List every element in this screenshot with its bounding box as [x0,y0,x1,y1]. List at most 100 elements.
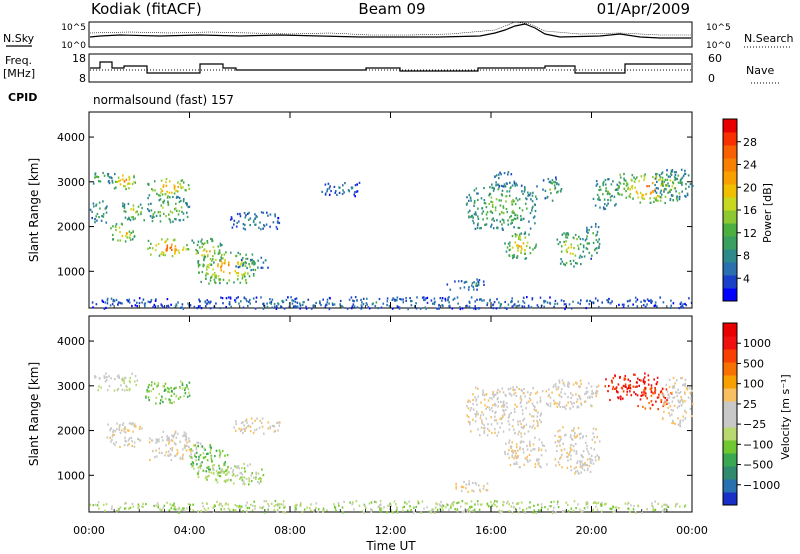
echo-cell [642,378,645,381]
echo-cell [474,503,476,506]
echo-cell [128,443,130,446]
echo-cell [469,422,471,426]
echo-cell [537,503,539,506]
echo-cell [233,281,235,284]
echo-cell [473,288,475,291]
echo-cell [674,505,677,508]
echo-cell [510,301,512,304]
echo-cell [541,441,543,444]
echo-cell [133,180,135,184]
echo-cell [217,263,219,266]
echo-cell [676,406,679,409]
echo-cell [588,396,591,399]
echo-cell [112,433,114,436]
echo-cell [252,260,254,263]
echo-cell [168,440,171,443]
echo-cell [607,299,609,302]
echo-cell [540,509,542,512]
echo-cell [497,388,499,391]
echo-cell [263,500,266,503]
echo-cell [249,463,252,466]
echo-cell [587,231,589,234]
y-tick-label: 2000 [57,221,85,234]
echo-cell [120,222,123,225]
echo-cell [583,469,586,472]
echo-cell [223,463,226,466]
echo-cell [101,299,104,302]
echo-cell [566,251,569,254]
echo-cell [617,383,620,386]
echo-cell [196,244,199,247]
echo-cell [122,174,124,177]
echo-cell [230,305,232,308]
echo-cell [151,381,153,384]
echo-cell [157,384,159,387]
echo-cell [647,383,650,386]
echo-cell [157,194,160,197]
echo-cell [182,507,184,510]
echo-cell [206,452,208,456]
echo-cell [641,511,643,514]
echo-cell [468,305,471,308]
echo-cell [274,215,276,218]
echo-cell [643,393,645,396]
echo-cell [588,251,591,254]
echo-cell [235,422,237,426]
echo-cell [106,299,109,302]
echo-cell [535,459,538,462]
echo-cell [634,373,636,376]
echo-cell [261,417,264,420]
echo-cell [480,503,483,506]
echo-cell [471,214,474,217]
echo-cell [587,396,589,399]
echo-cell [559,444,561,447]
echo-cell [469,400,471,403]
echo-cell [191,465,193,468]
echo-cell [549,296,551,299]
echo-cell [572,405,574,408]
echo-cell [663,402,666,405]
echo-cell [565,433,567,436]
echo-cell [570,465,572,468]
echo-cell [665,388,668,391]
echo-cell [151,247,154,250]
echo-cell [561,260,564,263]
echo-cell [219,475,222,478]
echo-cell [169,503,172,506]
echo-cell [202,505,204,508]
echo-cell [248,506,251,510]
echo-cell [119,506,122,509]
echo-cell [292,299,295,302]
echo-cell [507,223,510,226]
echo-cell [511,211,514,214]
echo-cell [299,304,302,307]
echo-cell [471,509,474,512]
echo-cell [683,172,686,175]
echo-cell [205,305,207,308]
echo-cell [201,238,203,241]
echo-cell [242,431,244,435]
echo-cell [467,508,470,511]
echo-cell [656,305,658,308]
colorbar-tick-label: 20 [743,181,757,194]
echo-cell [676,199,679,202]
echo-cell [509,248,512,251]
echo-cell [350,307,353,310]
echo-cell [175,218,177,221]
echo-cell [208,468,210,471]
echo-cell [650,394,653,397]
echo-cell [255,428,258,431]
echo-cell [649,407,652,410]
echo-cell [644,407,647,410]
echo-cell [241,273,243,276]
echo-cell [123,507,126,510]
echo-cell [249,425,252,428]
echo-cell [483,430,486,433]
echo-cell [639,191,642,194]
echo-cell [254,213,256,216]
echo-cell [538,465,541,468]
y-tick-label: 1000 [57,265,85,278]
echo-cell [636,305,639,308]
echo-cell [655,196,658,199]
echo-cell [557,183,560,186]
